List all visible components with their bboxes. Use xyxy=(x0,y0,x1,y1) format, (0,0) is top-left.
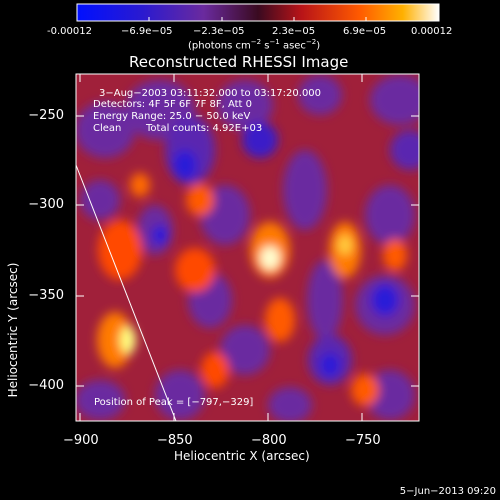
x-tick-label: −900 xyxy=(63,433,99,448)
total-counts-text: Total counts: 4.92E+03 xyxy=(146,123,263,134)
x-tick-label: −800 xyxy=(251,433,287,448)
peak-position-text: Position of Peak = [−797,−329] xyxy=(94,397,254,408)
x-axis-label: Heliocentric X (arcsec) xyxy=(174,449,310,463)
y-tick-label: −400 xyxy=(28,378,64,393)
reconstructed-image xyxy=(76,74,419,421)
colorbar-tick-2: −6.9e−05 xyxy=(121,26,173,37)
x-tick-label: −850 xyxy=(157,433,193,448)
axis-ticks xyxy=(76,74,419,421)
detectors-text: Detectors: 4F 5F 6F 7F 8F, Att 0 xyxy=(93,99,253,110)
colorbar-unit: (photons cm−2 s−1 asec−2) xyxy=(188,38,321,52)
colorbar-tick-4: 2.3e−05 xyxy=(272,26,316,37)
plot-title: Reconstructed RHESSI Image xyxy=(129,53,349,71)
colorbar-tick-6: 0.00012 xyxy=(411,26,453,37)
solar-limb-line xyxy=(76,164,177,421)
colorbar xyxy=(76,3,440,22)
clean-label: Clean xyxy=(93,123,122,134)
colorbar-tick-3: −2.3e−05 xyxy=(193,26,245,37)
y-axis-label: Heliocentric Y (arcsec) xyxy=(6,262,20,398)
energy-range-text: Energy Range: 25.0 − 50.0 keV xyxy=(93,111,251,122)
plot-frame xyxy=(75,73,420,422)
time-range-text: 3−Aug−2003 03:11:32.000 to 03:17:20.000 xyxy=(99,88,322,99)
footer-date: 5−Jun−2013 09:20 xyxy=(399,486,496,497)
y-tick-label: −350 xyxy=(28,288,64,303)
y-tick-label: −300 xyxy=(28,197,64,212)
colorbar-tick-1: -0.00012 xyxy=(47,26,92,37)
x-tick-label: −750 xyxy=(345,433,381,448)
y-tick-label: −250 xyxy=(28,108,64,123)
colorbar-tick-5: 6.9e−05 xyxy=(343,26,387,37)
